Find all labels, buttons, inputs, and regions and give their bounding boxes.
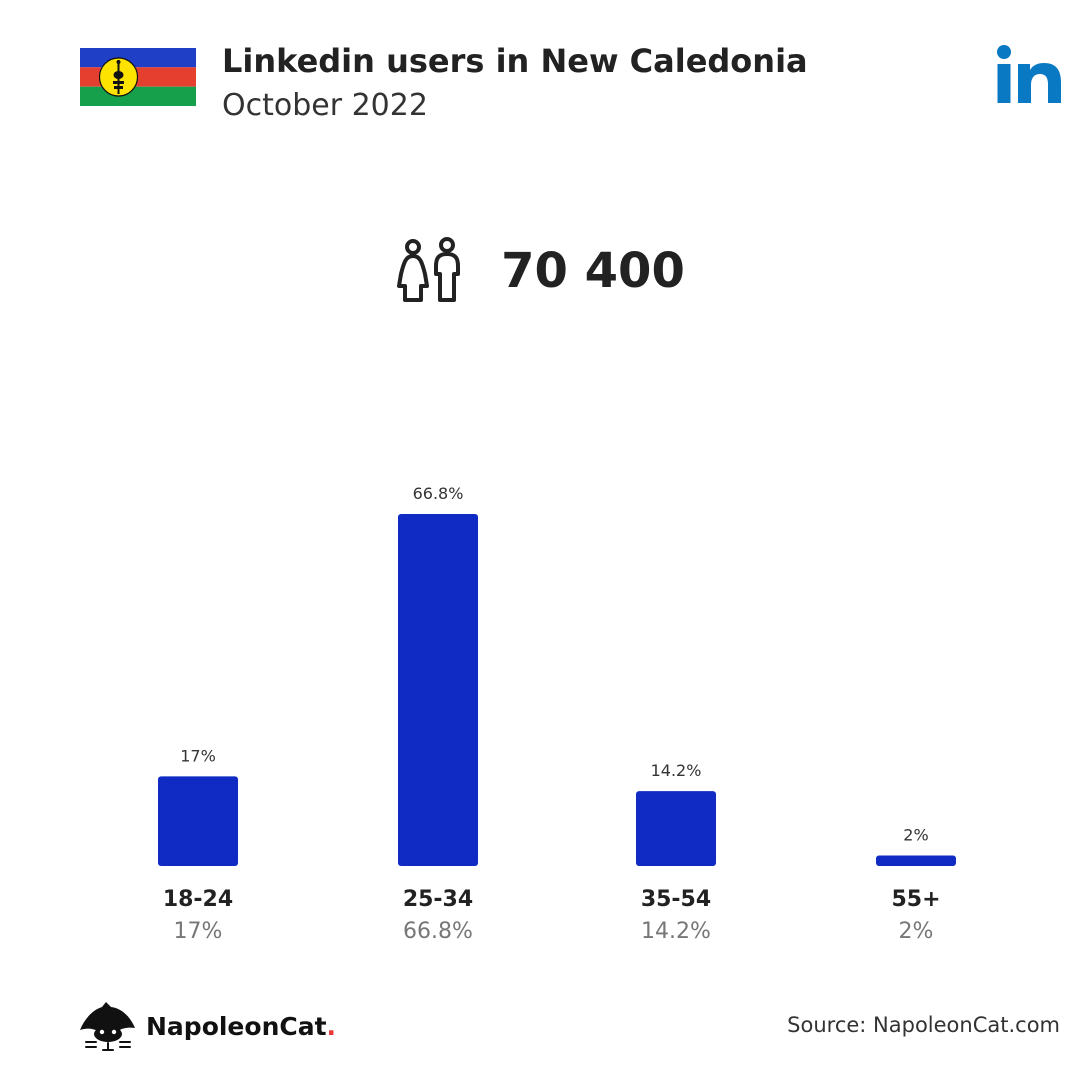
category-label: 18-24 xyxy=(163,887,233,912)
napoleoncat-brand-name: NapoleonCat xyxy=(146,1011,327,1041)
napoleoncat-logo-icon xyxy=(80,1002,135,1051)
bar-value-label: 14.2% xyxy=(651,761,702,780)
total-users-value: 70 400 xyxy=(501,243,685,299)
bar-value-label: 66.8% xyxy=(413,484,464,503)
bar-18-24 xyxy=(158,776,238,866)
bar-value-label: 2% xyxy=(903,825,928,844)
chart-title: Linkedin users in New Caledonia xyxy=(222,42,808,80)
brand-dot: . xyxy=(326,1011,337,1041)
category-percent-label: 17% xyxy=(174,919,223,944)
category-label: 35-54 xyxy=(641,887,711,912)
category-percent-label: 14.2% xyxy=(641,919,711,944)
new-caledonia-flag-icon xyxy=(80,48,196,106)
total-users-row: 70 400 xyxy=(0,236,1080,306)
category-percent-label: 2% xyxy=(899,919,934,944)
people-icon xyxy=(397,237,461,302)
category-label: 55+ xyxy=(891,887,940,912)
bar-value-label: 17% xyxy=(180,746,216,765)
bar-55plus xyxy=(876,855,956,866)
category-percent-label: 66.8% xyxy=(403,919,473,944)
napoleoncat-logo: NapoleonCat. xyxy=(78,1000,336,1052)
source-text: Source: NapoleonCat.com xyxy=(787,1013,1060,1037)
linkedin-logo-icon xyxy=(997,45,1061,103)
category-label: 25-34 xyxy=(403,887,473,912)
bar-25-34 xyxy=(398,514,478,866)
chart-subtitle: October 2022 xyxy=(222,88,428,123)
bar-35-54 xyxy=(636,791,716,866)
